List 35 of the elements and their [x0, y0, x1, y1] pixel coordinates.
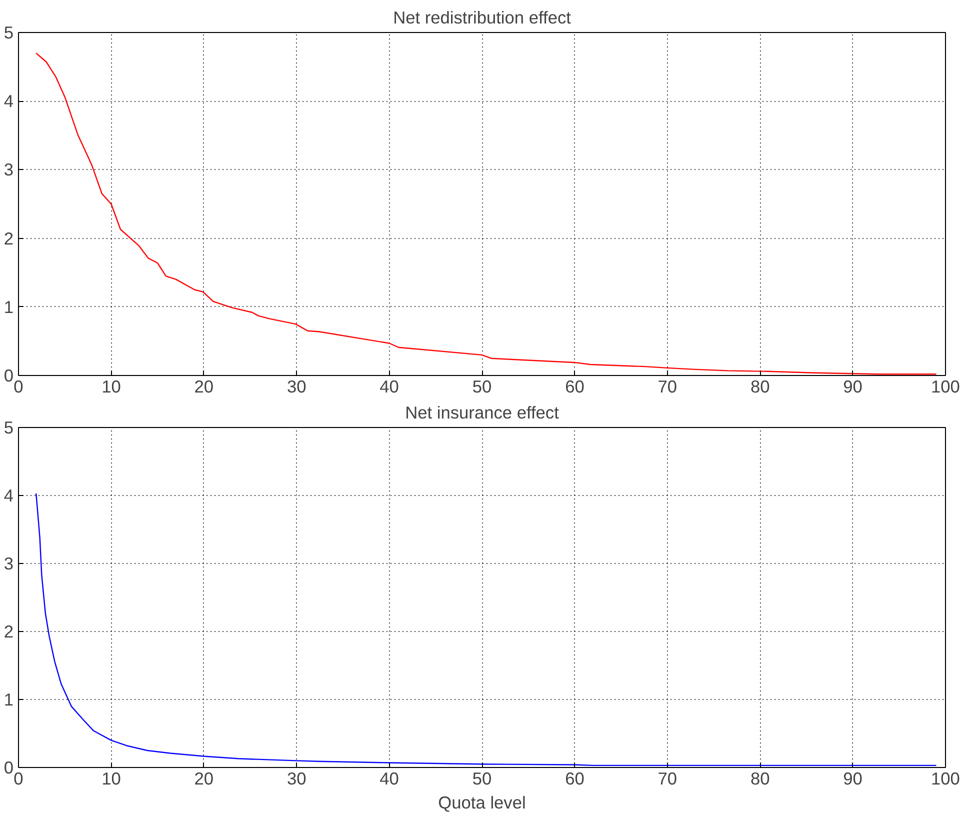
x-tick-label: 80 — [750, 768, 770, 788]
x-tick-label: 100 — [931, 376, 960, 396]
chart-title: Net insurance effect — [405, 402, 560, 422]
y-tick-label: 1 — [4, 296, 14, 317]
x-tick-label: 50 — [472, 768, 492, 788]
x-tick-label: 40 — [380, 376, 399, 396]
x-tick-label: 90 — [843, 768, 862, 788]
x-tick-label: 10 — [102, 768, 121, 788]
y-tick-label: 3 — [4, 554, 14, 574]
x-tick-label: 60 — [565, 376, 584, 396]
y-tick-label: 5 — [4, 22, 14, 42]
x-tick-label: 80 — [750, 376, 770, 396]
x-tick-label: 30 — [286, 376, 306, 396]
y-tick-label: 2 — [4, 228, 14, 248]
x-tick-label: 70 — [658, 376, 678, 396]
line-series — [36, 52, 937, 375]
y-tick-label: 2 — [4, 622, 14, 642]
line-series — [36, 492, 937, 766]
x-tick-label: 20 — [194, 376, 214, 396]
x-axis-title: Quota level — [438, 792, 526, 812]
x-tick-label: 60 — [565, 768, 584, 788]
x-tick-label: 30 — [286, 768, 306, 788]
chart-title: Net redistribution effect — [393, 8, 572, 28]
x-tick-label: 100 — [931, 768, 960, 788]
y-tick-label: 5 — [4, 418, 14, 438]
x-tick-label: 90 — [843, 376, 862, 396]
x-tick-label: 20 — [194, 768, 214, 788]
y-tick-label: 4 — [4, 91, 14, 112]
y-tick-label: 1 — [4, 690, 14, 710]
x-tick-label: 40 — [380, 768, 399, 788]
x-tick-label: 50 — [472, 376, 492, 396]
y-tick-label: 3 — [4, 160, 14, 180]
x-tick-label: 10 — [102, 376, 121, 396]
x-tick-label: 70 — [658, 768, 678, 788]
y-tick-label: 4 — [4, 486, 14, 506]
